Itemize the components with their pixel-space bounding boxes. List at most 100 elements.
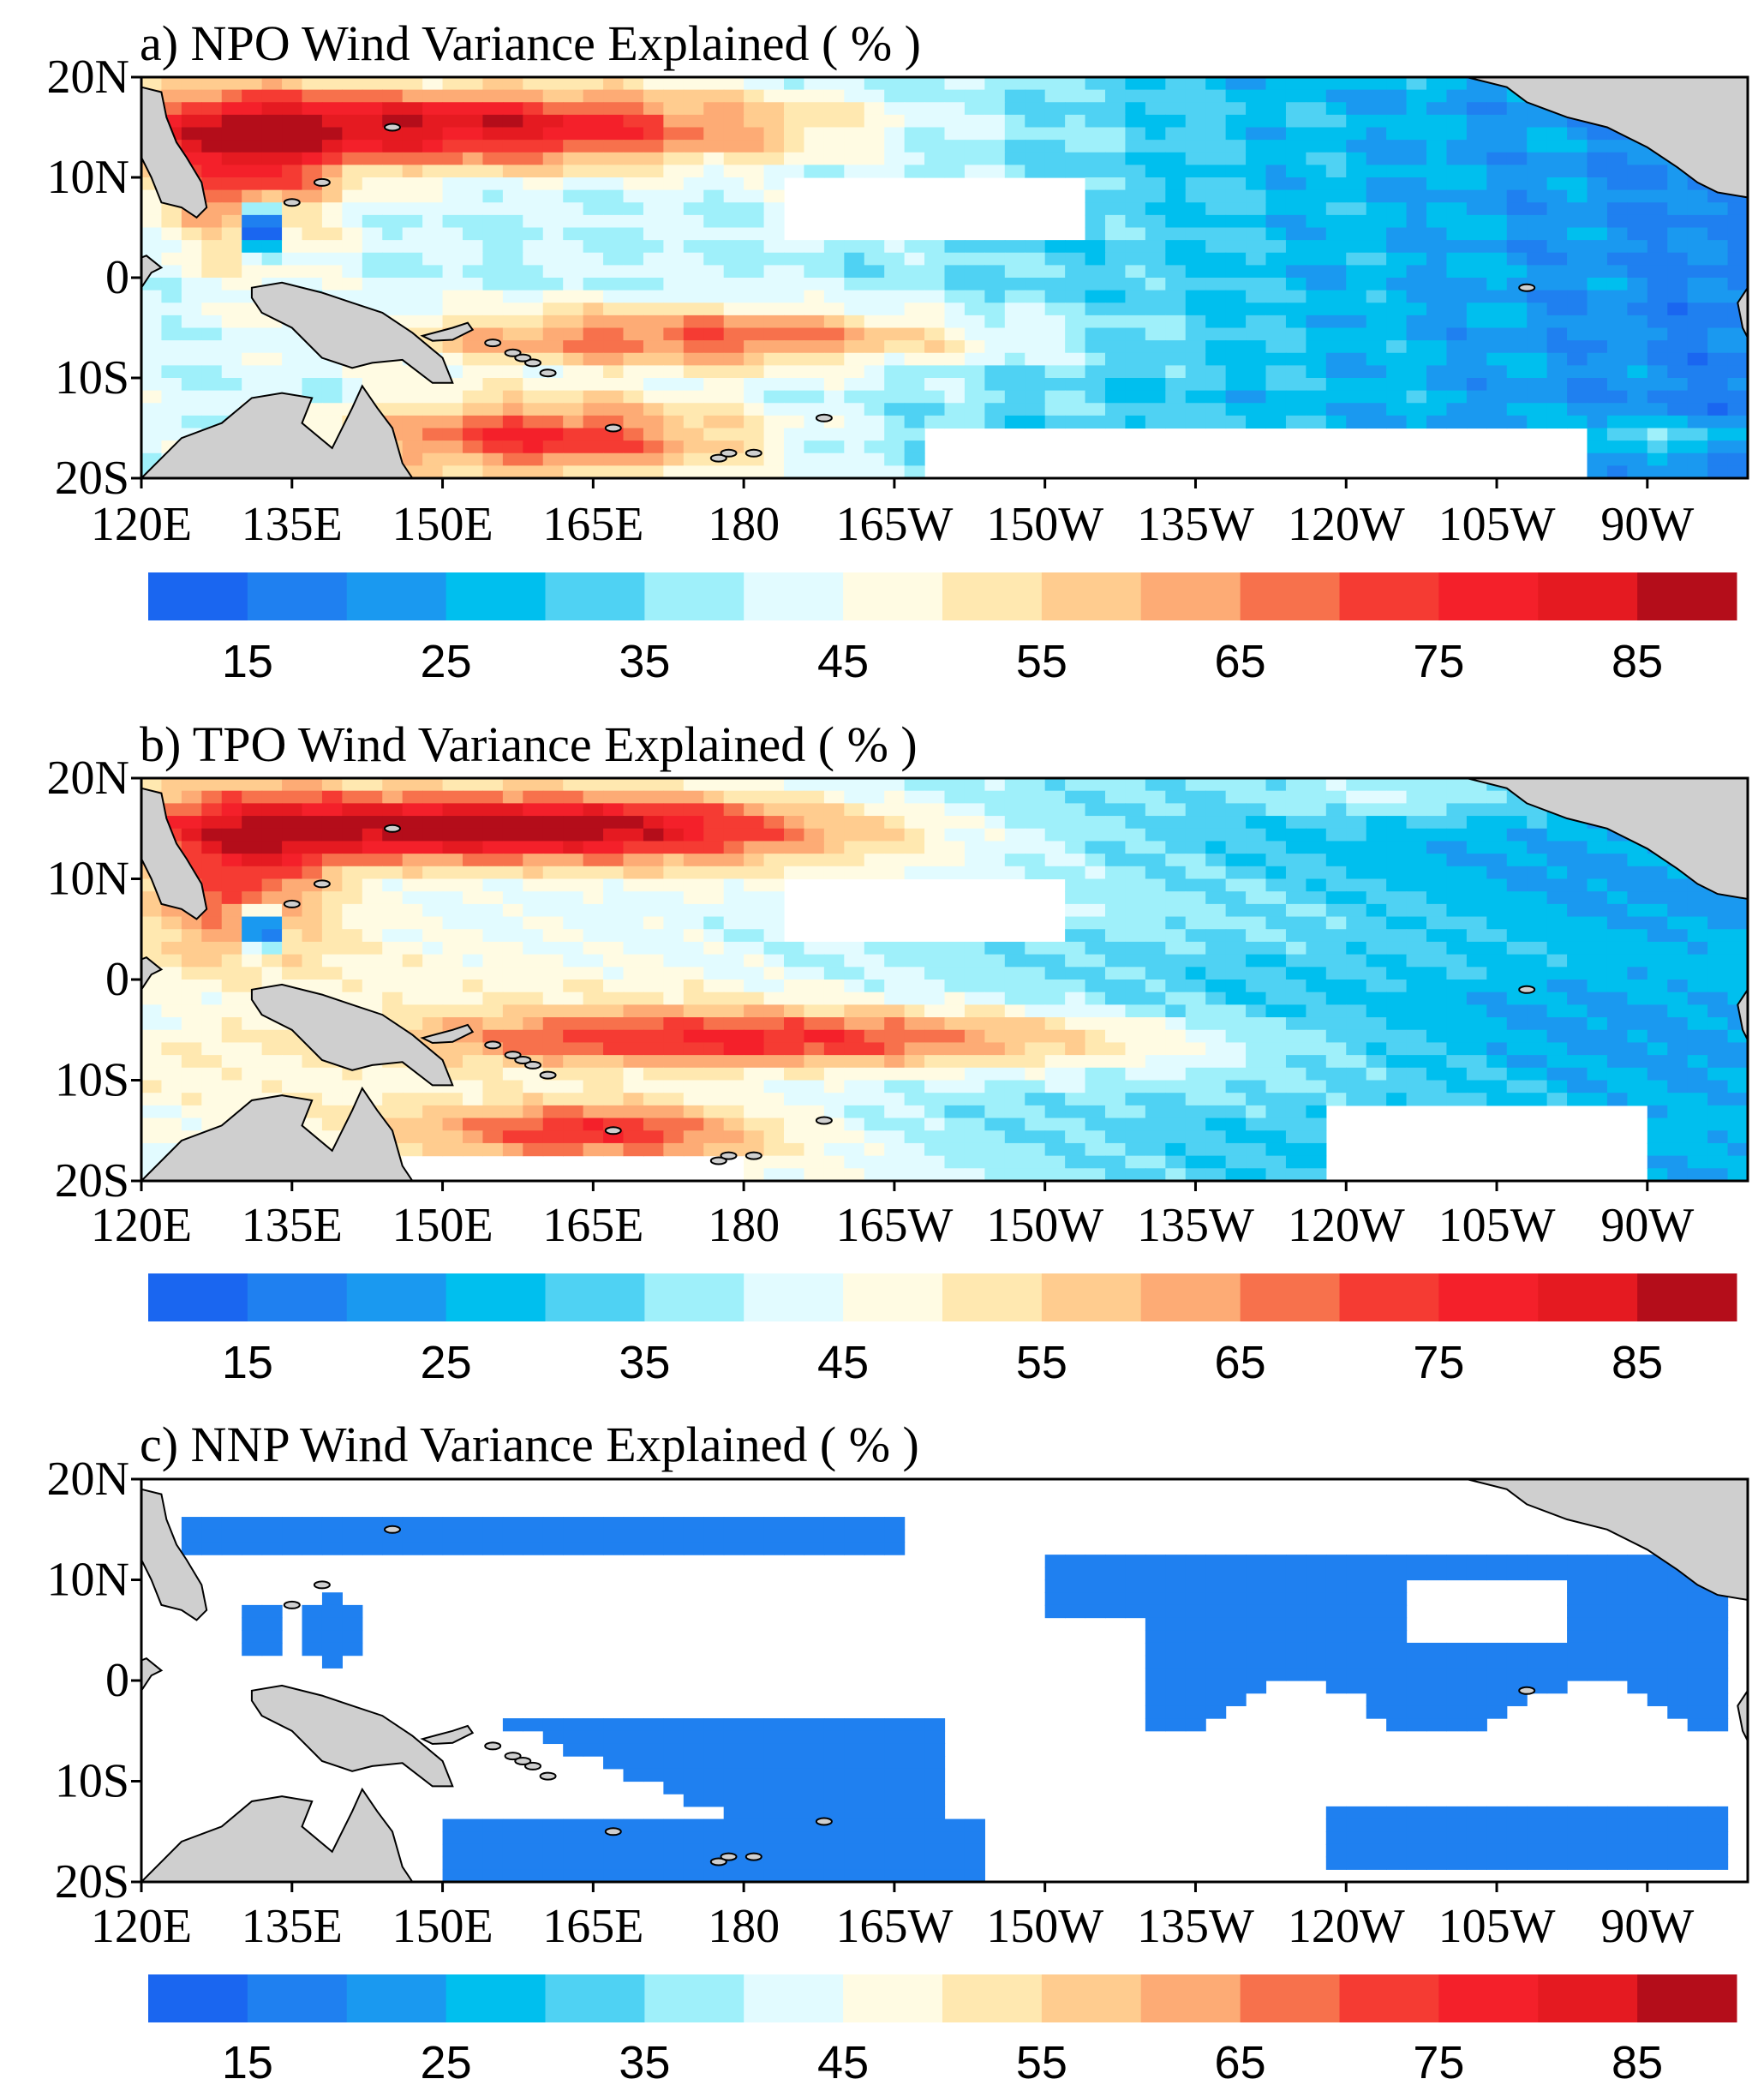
heatmap-cell: [1246, 891, 1267, 905]
heatmap-cell: [1145, 828, 1166, 842]
heatmap-cell: [763, 214, 785, 229]
heatmap-cell: [944, 327, 966, 341]
heatmap-cell: [1165, 102, 1187, 116]
heatmap-cell: [1285, 1080, 1307, 1093]
heatmap-cell: [342, 878, 363, 892]
heatmap-cell: [804, 315, 825, 329]
heatmap-cell: [723, 252, 744, 266]
heatmap-cell: [442, 252, 463, 266]
heatmap-cell: [141, 1105, 163, 1119]
heatmap-cell: [321, 778, 343, 792]
heatmap-cell: [1527, 916, 1548, 930]
heatmap-cell: [1145, 315, 1166, 329]
heatmap-cell: [1185, 803, 1206, 817]
heatmap-cell: [422, 278, 444, 291]
heatmap-cell: [643, 941, 664, 956]
heatmap-cell: [603, 954, 625, 968]
heatmap-cell: [924, 980, 946, 993]
heatmap-cell: [603, 854, 625, 867]
heatmap-cell: [242, 89, 263, 103]
heatmap-cell: [442, 114, 463, 129]
heatmap-cell: [643, 114, 664, 129]
heatmap-cell: [502, 140, 523, 153]
heatmap-cell: [221, 1017, 242, 1031]
heatmap-cell: [1446, 866, 1468, 880]
heatmap-cell: [643, 967, 664, 980]
heatmap-cell: [603, 1517, 625, 1531]
heatmap-cell: [1406, 340, 1427, 354]
heatmap-cell: [161, 265, 182, 279]
heatmap-cell: [321, 1542, 343, 1555]
heatmap-cell: [1606, 227, 1628, 241]
heatmap-cell: [1466, 315, 1487, 329]
heatmap-cell: [1406, 1093, 1427, 1106]
heatmap-cell: [643, 790, 664, 804]
heatmap-cell: [1606, 891, 1628, 905]
heatmap-cell: [523, 114, 544, 129]
heatmap-cell: [744, 941, 765, 956]
heatmap-cell: [1506, 340, 1528, 354]
heatmap-cell: [1325, 352, 1347, 366]
heatmap-cell: [1727, 428, 1749, 441]
heatmap-cell: [1687, 967, 1708, 980]
heatmap-cell: [482, 202, 504, 216]
heatmap-cell: [1225, 365, 1247, 379]
heatmap-cell: [1506, 916, 1528, 930]
heatmap-cell: [482, 790, 504, 804]
heatmap-cell: [1406, 290, 1427, 303]
heatmap-cell: [1406, 265, 1427, 279]
heatmap-cell: [442, 127, 463, 141]
heatmap-cell: [723, 165, 744, 178]
heatmap-cell: [402, 1529, 423, 1543]
heatmap-cell: [623, 941, 644, 956]
heatmap-cell: [302, 114, 323, 129]
heatmap-cell: [1105, 278, 1127, 291]
heatmap-cell: [804, 854, 825, 867]
heatmap-cell: [542, 1542, 564, 1555]
heatmap-cell: [663, 1029, 685, 1044]
heatmap-cell: [221, 929, 242, 943]
heatmap-cell: [282, 265, 303, 279]
heatmap-cell: [1406, 378, 1427, 392]
heatmap-cell: [603, 1142, 625, 1157]
heatmap-cell: [1346, 252, 1367, 266]
heatmap-cell: [864, 1517, 885, 1531]
heatmap-cell: [784, 352, 805, 366]
heatmap-cell: [804, 152, 825, 165]
heatmap-cell: [1606, 1080, 1628, 1093]
heatmap-cell: [683, 1029, 704, 1044]
heatmap-cell: [763, 415, 785, 429]
heatmap-cell: [1185, 929, 1206, 943]
heatmap-cell: [282, 866, 303, 880]
heatmap-cell: [1386, 1042, 1408, 1056]
heatmap-cell: [302, 152, 323, 165]
heatmap-cell: [563, 980, 584, 993]
heatmap-cell: [1205, 365, 1227, 379]
heatmap-cell: [523, 127, 544, 141]
heatmap-cell: [362, 841, 383, 854]
heatmap-cell: [1025, 89, 1046, 103]
heatmap-cell: [1587, 365, 1608, 379]
heatmap-cell: [523, 891, 544, 905]
heatmap-cell: [362, 803, 383, 817]
heatmap-cell: [442, 278, 463, 291]
heatmap-cell: [1105, 992, 1127, 1005]
heatmap-cell: [603, 465, 625, 479]
heatmap-cell: [523, 102, 544, 116]
heatmap-cell: [1165, 803, 1187, 817]
heatmap-cell: [181, 303, 202, 316]
heatmap-cell: [744, 315, 765, 329]
heatmap-cell: [442, 854, 463, 867]
heatmap-cell: [1085, 891, 1106, 905]
heatmap-cell: [402, 992, 423, 1005]
heatmap-cell: [1165, 967, 1187, 980]
heatmap-cell: [643, 140, 664, 153]
heatmap-cell: [1426, 828, 1448, 842]
heatmap-cell: [663, 290, 685, 303]
heatmap-cell: [884, 77, 906, 91]
heatmap-cell: [201, 315, 223, 329]
heatmap-cell: [422, 165, 444, 178]
heatmap-cell: [502, 378, 523, 392]
heatmap-cell: [964, 1093, 985, 1106]
heatmap-cell: [261, 265, 283, 279]
